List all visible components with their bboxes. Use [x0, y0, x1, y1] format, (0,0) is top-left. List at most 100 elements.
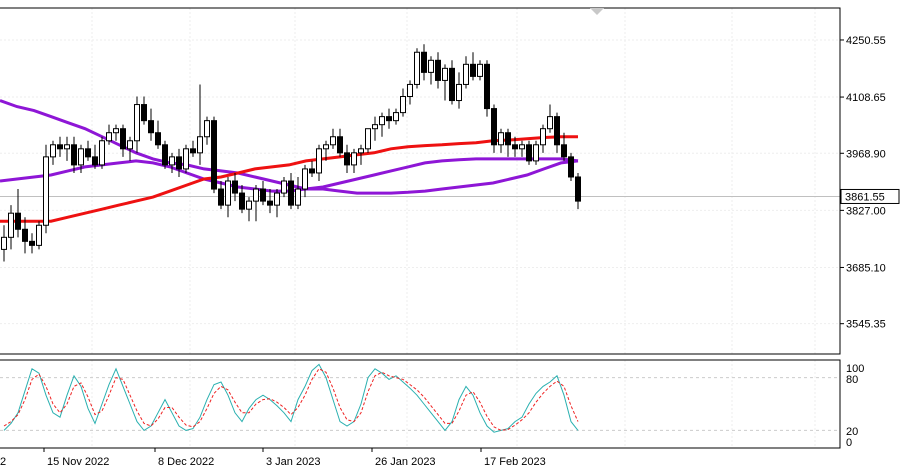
candle [148, 108, 154, 141]
candle [225, 176, 231, 218]
candle [568, 152, 574, 181]
candle [43, 144, 49, 234]
candle [400, 88, 406, 117]
candle [36, 221, 42, 250]
candle [351, 148, 357, 173]
candle [253, 185, 259, 222]
candle [92, 144, 98, 169]
candle [512, 136, 518, 157]
stoch-pane-border [0, 359, 841, 449]
candle [169, 152, 175, 173]
candle [386, 108, 392, 129]
candle [456, 72, 462, 109]
main-pane-border [0, 7, 841, 355]
candle [309, 160, 315, 177]
candle [29, 233, 35, 254]
chart-frame [0, 7, 841, 449]
x-tick-label: 8 Dec 2022 [158, 456, 214, 468]
candle [379, 112, 385, 137]
candle [554, 112, 560, 153]
candle [337, 128, 343, 157]
candle [484, 60, 490, 117]
candle [15, 189, 21, 238]
candles [1, 44, 581, 262]
candle [127, 136, 133, 161]
shift-marker-icon[interactable] [590, 8, 604, 15]
candle [561, 132, 567, 161]
candle [449, 60, 455, 105]
y-tick-label: 3685.10 [846, 262, 886, 274]
current-price-badge: 3861.55 [840, 188, 900, 204]
candle [218, 181, 224, 210]
candle [435, 52, 441, 89]
candle [50, 140, 56, 165]
x-tick-label-partial: 2 [0, 456, 6, 468]
candle [190, 140, 196, 157]
candle [246, 197, 252, 222]
candle [414, 48, 420, 89]
candle [141, 96, 147, 125]
candle [533, 140, 539, 165]
candle [365, 128, 371, 153]
candle [421, 44, 427, 81]
candle [540, 124, 546, 153]
stoch-scale-label: 20 [846, 426, 858, 438]
candle [1, 225, 7, 262]
candle [71, 136, 77, 173]
candle [57, 136, 63, 157]
candle [22, 217, 28, 254]
stochastic-oscillator [0, 363, 840, 433]
ma-red [0, 135, 578, 223]
candle [295, 176, 301, 210]
candle [463, 56, 469, 89]
x-tick-label: 3 Jan 2023 [266, 456, 320, 468]
y-tick-label: 4250.55 [846, 35, 886, 47]
y-tick-label: 3968.90 [846, 148, 886, 160]
y-tick-label: 4108.65 [846, 92, 886, 104]
candle [323, 140, 329, 161]
candle [197, 84, 203, 165]
candle [498, 128, 504, 153]
candle [267, 189, 273, 214]
candle [113, 124, 119, 141]
candle [99, 136, 105, 169]
candle [120, 124, 126, 157]
candle [393, 108, 399, 125]
candle [155, 120, 161, 149]
candle [547, 104, 553, 133]
candle [85, 140, 91, 161]
candle [575, 172, 581, 210]
candle [358, 144, 364, 165]
candle [281, 176, 287, 198]
y-tick-label: 3827.00 [846, 205, 886, 217]
candle [470, 52, 476, 81]
candle [330, 128, 336, 149]
x-tick-label: 15 Nov 2022 [47, 456, 109, 468]
candle [519, 140, 525, 157]
candle [344, 144, 350, 173]
candle [8, 205, 14, 250]
candle [526, 140, 532, 165]
candle [134, 96, 140, 153]
stoch-scale-label: 100 [846, 363, 864, 375]
candle [260, 181, 266, 206]
candle [211, 116, 217, 194]
stoch-signal-line [3, 368, 579, 431]
candle [316, 144, 322, 181]
candle [64, 136, 70, 161]
candle [239, 185, 245, 214]
candle [477, 60, 483, 81]
price-axis[interactable]: 4250.55 4108.65 3968.90 3827.00 3685.10 3545.… [840, 35, 900, 449]
candle [204, 116, 210, 145]
y-tick-label: 3545.35 [846, 319, 886, 331]
candle [288, 172, 294, 210]
candle [106, 124, 112, 145]
candle [274, 189, 280, 218]
x-tick-label: 26 Jan 2023 [375, 456, 436, 468]
candle [162, 140, 168, 169]
candle [302, 164, 308, 198]
x-tick-label: 17 Feb 2023 [484, 456, 546, 468]
current-price-label: 3861.55 [845, 191, 885, 203]
time-axis[interactable]: 2 15 Nov 2022 8 Dec 2022 3 Jan 2023 26 Jan 2… [0, 448, 546, 468]
